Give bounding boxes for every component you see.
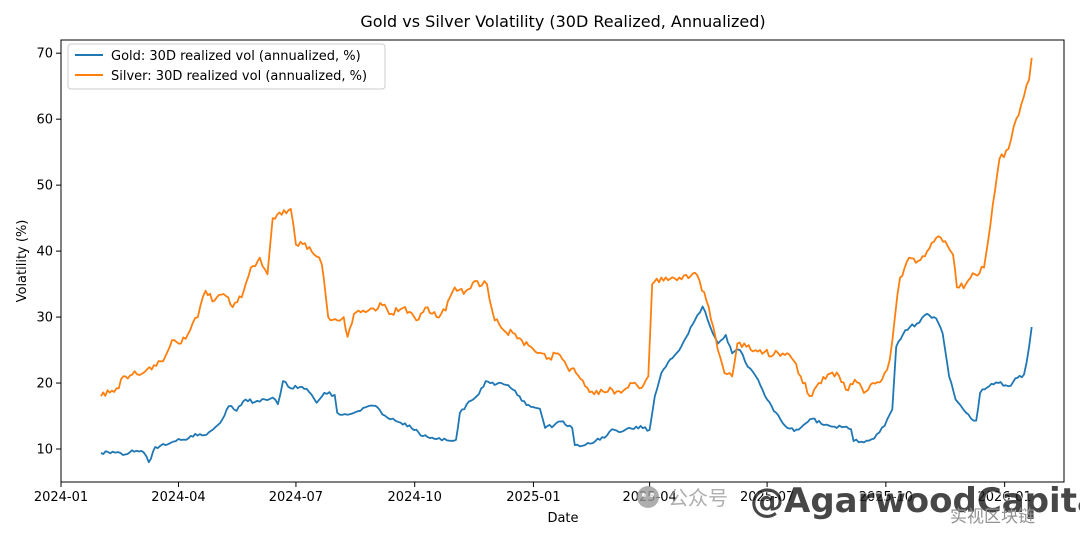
y-tick-label: 10 [36,443,53,458]
x-tick-label: 2026-01 [977,490,1031,505]
series-line-gold [100,305,1033,464]
x-axis-title: Date [547,511,578,526]
wechat-icon-eye-left [642,493,646,497]
y-tick-label: 30 [36,311,53,326]
series-line-silver [100,57,1033,398]
x-tick-label: 2025-01 [506,490,560,505]
x-tick-label: 2024-07 [269,490,323,505]
wechat-icon-eye-right [650,493,654,497]
x-tick-label: 2025-07 [740,490,794,505]
legend-label-silver: Silver: 30D realized vol (annualized, %) [111,69,367,84]
chart-title: Gold vs Silver Volatility (30D Realized,… [360,12,765,31]
y-tick-label: 40 [36,245,53,260]
legend-box [67,43,386,90]
watermark: 公众号 @AgarwoodCapital 实视区块链 [637,480,1080,527]
x-axis: 2024-01 2024-04 2024-07 2024-10 2025-01 2025-… [34,482,1032,505]
watermark-left-text: 公众号 [668,486,728,510]
y-tick-label: 50 [36,179,53,194]
legend-label-gold: Gold: 30D realized vol (annualized, %) [111,49,361,64]
y-tick-label: 20 [36,377,53,392]
watermark-right-text: 实视区块链 [950,507,1035,527]
x-tick-label: 2024-01 [34,490,88,505]
series-layer [100,57,1033,464]
y-tick-label: 70 [36,47,53,62]
wechat-icon [637,486,659,508]
x-tick-label: 2024-04 [151,490,205,505]
y-axis-title: Volatility (%) [15,220,30,303]
watermark-main-text: @AgarwoodCapital [750,481,1080,521]
x-tick-label: 2024-10 [388,490,442,505]
x-tick-label: 2025-10 [859,490,913,505]
y-axis: 10 20 30 40 50 60 70 [36,47,61,458]
legend: Gold: 30D realized vol (annualized, %) S… [67,43,386,90]
y-tick-label: 60 [36,113,53,128]
plot-area [60,39,1065,483]
